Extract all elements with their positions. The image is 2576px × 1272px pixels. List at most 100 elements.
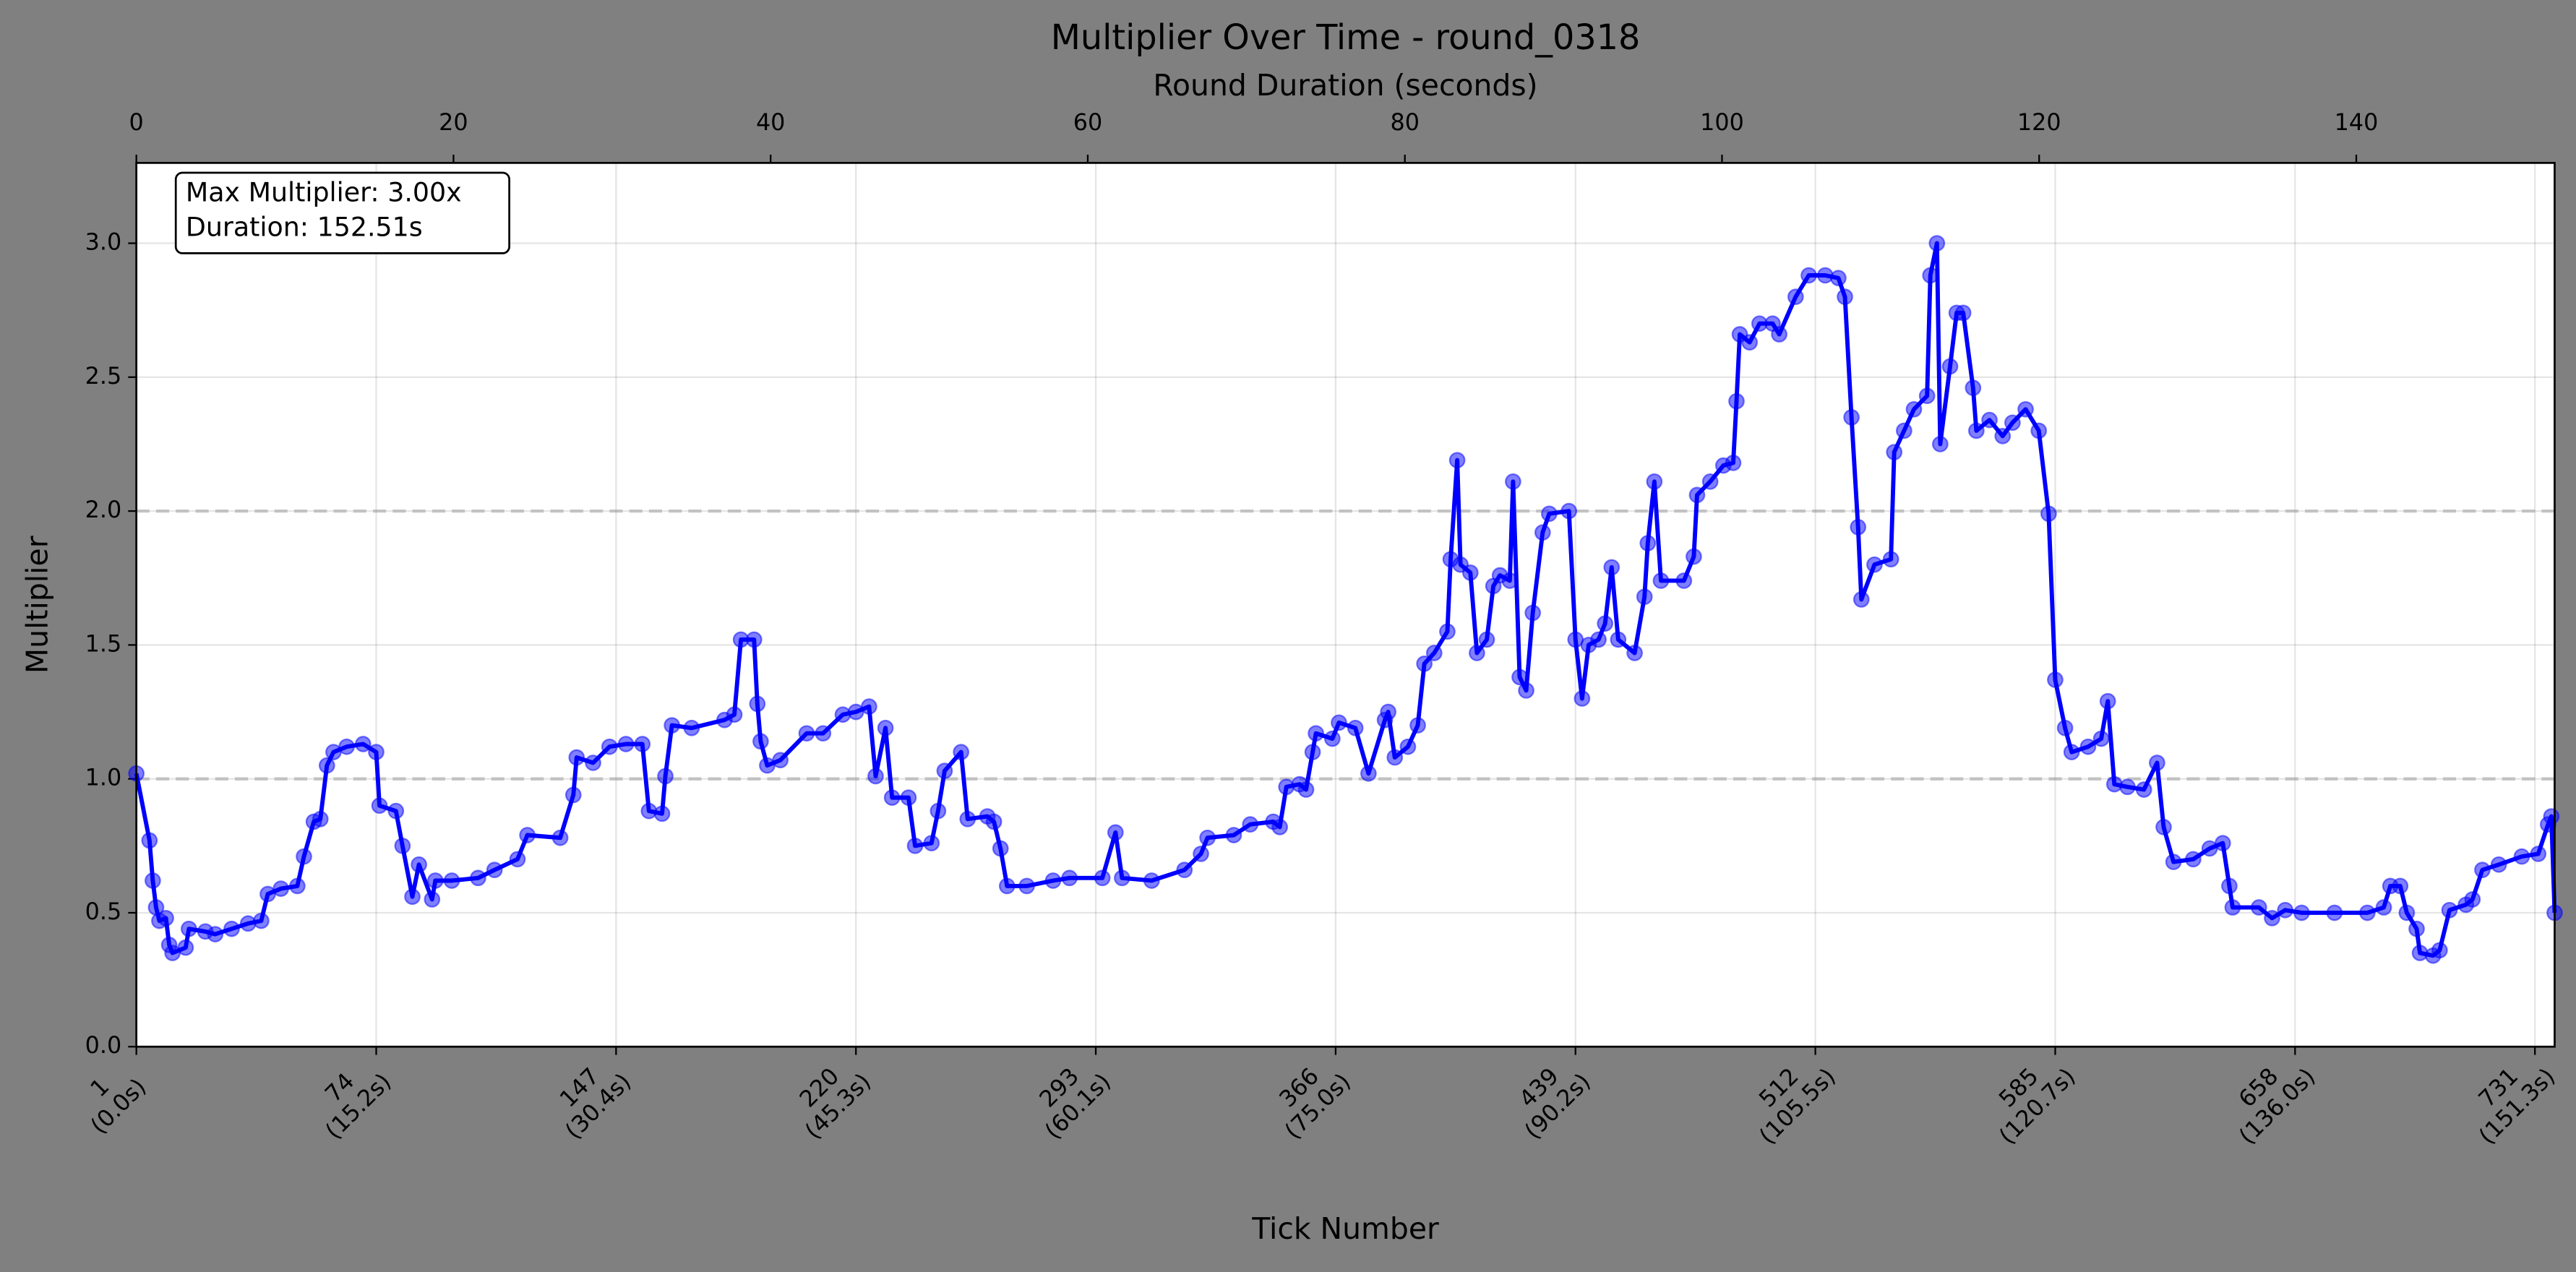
- x2-tick-label: 20: [439, 108, 468, 136]
- data-point: [1954, 304, 1972, 322]
- data-point: [1590, 631, 1607, 648]
- data-point: [239, 915, 257, 932]
- data-point: [992, 840, 1009, 857]
- data-point: [1534, 524, 1551, 541]
- x2-tick-label: 0: [129, 108, 144, 136]
- data-point: [867, 768, 884, 785]
- data-point: [141, 832, 158, 849]
- x2-tick-label: 40: [756, 108, 785, 136]
- data-point: [2165, 854, 2182, 870]
- data-point: [486, 861, 503, 879]
- data-point: [1965, 379, 1982, 397]
- data-point: [634, 736, 651, 752]
- data-point: [1610, 631, 1627, 648]
- annotation-text: Duration: 152.51s: [186, 211, 423, 242]
- data-point: [2004, 414, 2021, 431]
- data-point: [1469, 645, 1485, 661]
- data-point: [1193, 846, 1209, 862]
- data-point: [1225, 827, 1242, 843]
- data-point: [2474, 861, 2491, 879]
- data-point: [1850, 518, 1867, 536]
- data-point: [1308, 725, 1325, 742]
- data-point: [1686, 548, 1702, 565]
- data-point: [1837, 288, 1853, 306]
- data-point: [354, 736, 372, 752]
- data-point: [1439, 623, 1456, 640]
- data-point: [1324, 730, 1341, 747]
- data-point: [181, 920, 197, 937]
- data-point: [2056, 719, 2074, 736]
- data-point: [2092, 730, 2110, 747]
- data-point: [1928, 235, 1946, 252]
- data-point: [953, 744, 970, 760]
- data-point: [568, 749, 585, 766]
- data-point: [1478, 631, 1495, 648]
- data-point: [877, 719, 894, 736]
- data-point: [2214, 835, 2231, 851]
- data-point: [1505, 473, 1521, 490]
- x2-tick-label: 140: [2335, 108, 2379, 136]
- data-point: [585, 755, 601, 771]
- data-point: [726, 706, 743, 723]
- data-point: [387, 802, 405, 820]
- data-point: [601, 738, 618, 755]
- data-point: [2408, 920, 2425, 937]
- data-point: [223, 920, 240, 937]
- data-point: [2398, 904, 2416, 921]
- data-point: [798, 725, 815, 742]
- data-point: [2490, 856, 2507, 873]
- data-point: [1895, 422, 1912, 439]
- data-point: [551, 829, 569, 846]
- data-point: [1701, 473, 1719, 490]
- data-point: [158, 910, 174, 927]
- data-point: [519, 827, 536, 843]
- data-point: [1560, 502, 1578, 520]
- data-point: [1941, 358, 1959, 375]
- data-point: [1741, 334, 1759, 351]
- data-point: [2264, 910, 2280, 927]
- data-point: [2224, 899, 2241, 916]
- x2-tick-label: 120: [2017, 108, 2061, 136]
- data-point: [2119, 778, 2136, 796]
- data-point: [2105, 775, 2123, 793]
- data-point: [2464, 891, 2481, 908]
- data-point: [312, 810, 329, 828]
- data-point: [296, 848, 312, 865]
- data-point: [1932, 436, 1949, 452]
- data-point: [1626, 645, 1643, 661]
- data-point: [177, 939, 194, 956]
- data-point: [2358, 904, 2376, 921]
- data-point: [1725, 455, 1742, 471]
- data-point: [2277, 901, 2294, 919]
- data-point: [289, 877, 306, 895]
- data-point: [1360, 765, 1377, 782]
- chart-title: Multiplier Over Time - round_0318: [1051, 18, 1641, 58]
- data-point: [657, 768, 674, 785]
- y-tick-label: 1.5: [85, 629, 122, 657]
- data-point: [1380, 703, 1397, 721]
- data-point: [1018, 877, 1035, 895]
- data-point: [834, 706, 851, 723]
- data-point: [664, 717, 681, 734]
- data-point: [2530, 846, 2547, 862]
- data-point: [998, 877, 1016, 895]
- data-point: [1994, 427, 2012, 444]
- data-point: [2017, 400, 2034, 418]
- data-point: [617, 736, 635, 752]
- data-point: [338, 738, 355, 755]
- data-point: [2411, 945, 2429, 961]
- data-point: [683, 719, 700, 736]
- data-point: [1199, 829, 1216, 846]
- y-tick-label: 1.0: [85, 764, 122, 791]
- data-point: [1524, 604, 1542, 622]
- data-point: [1511, 669, 1528, 686]
- data-point: [2063, 744, 2080, 760]
- data-point: [2047, 671, 2064, 688]
- data-point: [936, 762, 953, 779]
- data-point: [815, 725, 832, 742]
- data-point: [1922, 267, 1939, 284]
- data-point: [745, 631, 763, 648]
- data-point: [1852, 591, 1870, 608]
- data-point: [1501, 572, 1519, 589]
- x2-axis-label: Round Duration (seconds): [1153, 68, 1537, 103]
